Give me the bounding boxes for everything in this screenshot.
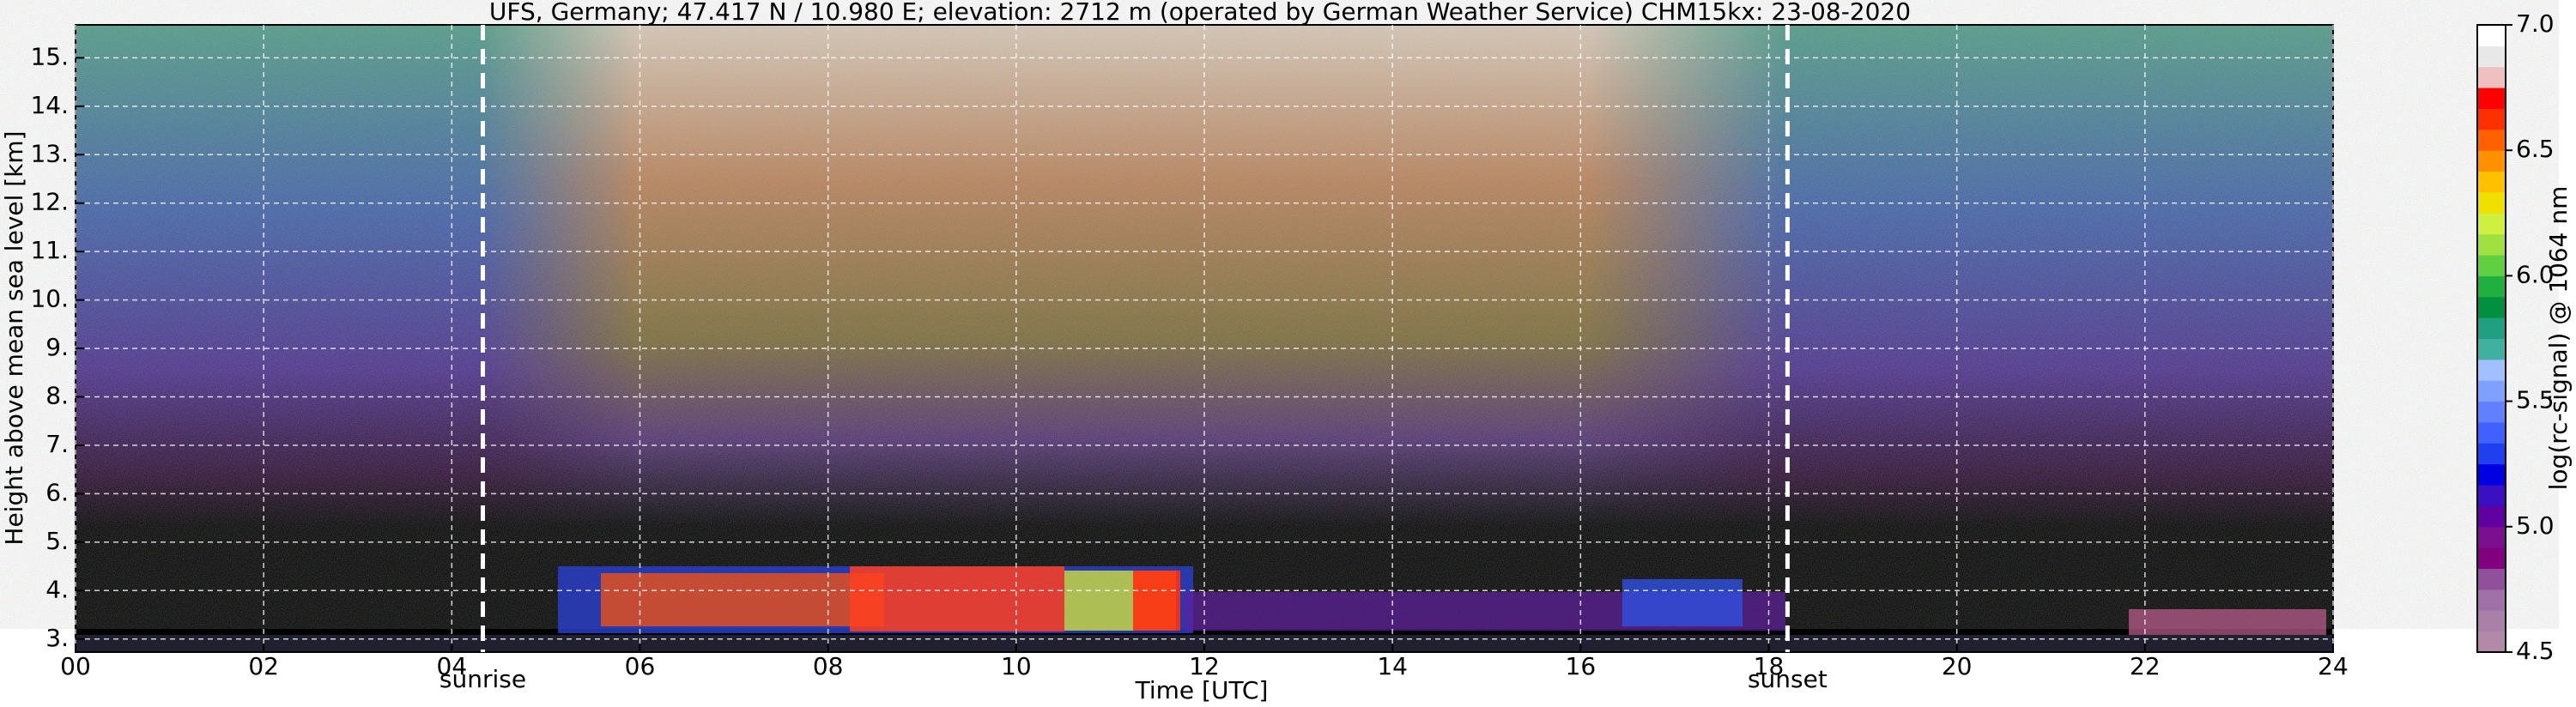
x-tick-label: 14: [1377, 652, 1408, 680]
colorbar-segment: [2477, 233, 2506, 256]
colorbar-segment: [2477, 255, 2506, 276]
y-tick-label: 7.: [45, 430, 69, 458]
y-tick-label: 5.: [45, 527, 69, 555]
colorbar-segment: [2477, 401, 2506, 423]
x-tick-label: 08: [813, 652, 844, 680]
colorbar-tick-label: 4.5: [2516, 637, 2555, 665]
colorbar-segment: [2477, 275, 2506, 298]
x-tick-label: 10: [1001, 652, 1032, 680]
colorbar-segment: [2477, 66, 2506, 88]
plot-area: [75, 24, 2334, 653]
x-tick-label: 18: [1754, 652, 1785, 680]
y-tick-label: 3.: [45, 624, 69, 652]
x-tick-label: 00: [60, 652, 91, 680]
colorbar-segment: [2477, 108, 2506, 130]
x-tick-label: 12: [1189, 652, 1220, 680]
colorbar-tick-label: 6.0: [2516, 260, 2555, 288]
y-axis-label: Height above mean sea level [km]: [0, 130, 28, 545]
colorbar-segment: [2477, 526, 2506, 548]
chart-title: UFS, Germany; 47.417 N / 10.980 E; eleva…: [489, 0, 1911, 26]
colorbar-segment: [2477, 421, 2506, 444]
colorbar-segment: [2477, 547, 2506, 570]
x-tick-label: 24: [2318, 652, 2349, 680]
colorbar-tick-label: 7.0: [2516, 9, 2555, 38]
x-tick-label: 06: [625, 652, 656, 680]
colorbar-segment: [2477, 45, 2506, 68]
y-tick-label: 13.: [30, 139, 69, 167]
x-tick-label: 02: [248, 652, 279, 680]
y-tick-label: 10.: [30, 285, 69, 313]
colorbar-tick-label: 5.5: [2516, 386, 2555, 414]
colorbar-segment: [2477, 505, 2506, 528]
colorbar-segment: [2477, 129, 2506, 151]
colorbar-tick-label: 6.5: [2516, 135, 2555, 163]
y-tick-label: 11.: [30, 236, 69, 264]
colorbar-segment: [2477, 296, 2506, 318]
x-tick-label: 22: [2130, 652, 2161, 680]
colorbar-label: log(rc-signal) @ 1064 nm: [2544, 186, 2573, 491]
y-tick-label: 15.: [30, 42, 69, 70]
colorbar-segment: [2477, 589, 2506, 611]
colorbar-tick-label: 5.0: [2516, 511, 2555, 540]
colorbar-segment: [2477, 213, 2506, 235]
colorbar-segment: [2477, 359, 2506, 381]
y-tick-label: 9.: [45, 333, 69, 361]
x-tick-label: 04: [437, 652, 468, 680]
colorbar-segment: [2477, 171, 2506, 193]
colorbar-segment: [2477, 191, 2506, 214]
annotation: sunrise: [439, 665, 526, 693]
y-tick-label: 4.: [45, 575, 69, 603]
y-tick-label: 6.: [45, 478, 69, 506]
y-tick-label: 12.: [30, 188, 69, 216]
colorbar-segment: [2477, 338, 2506, 360]
colorbar-segment: [2477, 150, 2506, 172]
y-tick-label: 8.: [45, 382, 69, 410]
colorbar-segment: [2477, 631, 2506, 653]
colorbar-segment: [2477, 568, 2506, 590]
x-tick-label: 16: [1566, 652, 1597, 680]
colorbar-segment: [2477, 463, 2506, 486]
colorbar-segment: [2477, 610, 2506, 632]
colorbar-segment: [2477, 485, 2506, 506]
colorbar-segment: [2477, 317, 2506, 339]
colorbar-segment: [2477, 88, 2506, 109]
y-tick-label: 14.: [30, 91, 69, 119]
colorbar-segment: [2477, 380, 2506, 402]
annotation: sunset: [1748, 665, 1827, 693]
x-axis-label: Time [UTC]: [1135, 676, 1269, 704]
x-tick-label: 20: [1942, 652, 1973, 680]
colorbar-frame: [2476, 24, 2506, 653]
colorbar-segment: [2477, 443, 2506, 465]
colorbar-segment: [2477, 25, 2506, 46]
